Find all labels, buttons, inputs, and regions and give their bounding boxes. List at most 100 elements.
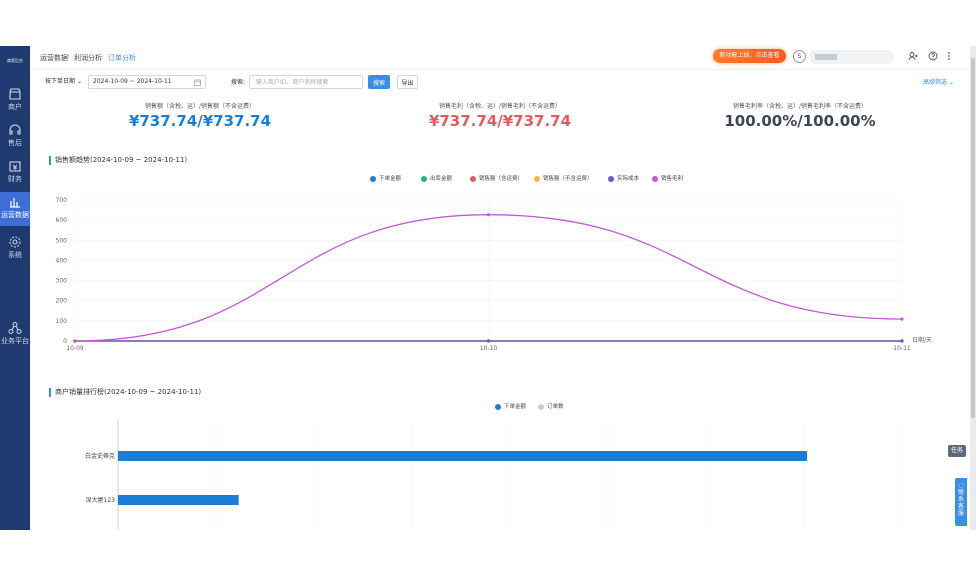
- x-axis-label: 日期/天: [912, 336, 932, 344]
- gear-icon: [9, 236, 21, 248]
- legend-label: 销售毛利: [661, 176, 684, 182]
- sidebar-item-label: 财务: [8, 175, 22, 183]
- scrollbar-thumb[interactable]: [971, 58, 975, 418]
- legend-item[interactable]: 销售额（不含运费）: [534, 174, 593, 182]
- kpi-value: 100.00%/100.00%: [724, 112, 876, 130]
- main-content: 运营数据 / 利润分析 / 订单分析 新功能上线，点击查看 S 按下单日期 ⌄ …: [30, 46, 970, 530]
- legend-marker: [538, 403, 544, 410]
- bar-chart-icon: [10, 198, 20, 208]
- legend-item[interactable]: 下单金额: [495, 402, 526, 410]
- chevron-down-icon: ⌄: [76, 78, 82, 85]
- sidebar-item-operations[interactable]: 运营数据: [0, 192, 30, 226]
- search-input[interactable]: [249, 75, 363, 89]
- x-tick-label: 10-09: [66, 345, 84, 352]
- kpi-sales: 销售额（含税、运）/销售额（不含运费） ¥737.74/¥737.74: [50, 101, 350, 130]
- kpi-summary: 销售额（含税、运）/销售额（不含运费） ¥737.74/¥737.74 销售毛利…: [38, 99, 962, 144]
- legend-marker: [495, 403, 501, 410]
- wallet-icon: [9, 161, 21, 172]
- legend-label: 销售额（含运费）: [479, 176, 524, 182]
- sidebar-item-finance[interactable]: 财务: [0, 156, 30, 186]
- sidebar-item-aftersale[interactable]: 售后: [0, 120, 30, 150]
- legend-item[interactable]: 订单数: [538, 402, 564, 410]
- kpi-value: ¥737.74/¥737.74: [128, 112, 272, 130]
- legend-label: 下单金额: [504, 404, 527, 410]
- data-point: [900, 317, 904, 321]
- customer-service-button[interactable]: ◌ 联系客服: [955, 478, 967, 526]
- help-icon[interactable]: [928, 51, 938, 61]
- ranking-title: 商户销量排行榜(2024-10-09 ~ 2024-10-11): [49, 388, 201, 397]
- chevron-down-icon: ⌄: [948, 79, 954, 86]
- kpi-label: 销售额（含税、运）/销售额（不含运费）: [144, 103, 256, 110]
- kpi-value: ¥737.74/¥737.74: [428, 112, 572, 130]
- kpi-label: 销售毛利（含税、运）/销售毛利（不含运费）: [438, 103, 562, 110]
- trend-panel: 销售额趋势(2024-10-09 ~ 2024-10-11) 下单金额 出库金额 销…: [38, 150, 962, 376]
- promo-button[interactable]: 新功能上线，点击查看: [713, 49, 786, 63]
- legend-item[interactable]: 出库金额: [421, 174, 452, 182]
- category-label: 深大屋123: [86, 496, 116, 504]
- legend-label: 订单数: [547, 404, 564, 410]
- legend-marker: [470, 175, 476, 182]
- task-button[interactable]: 任务: [948, 445, 966, 457]
- sidebar-item-label: 售后: [8, 139, 22, 147]
- breadcrumb-separator: /: [101, 53, 104, 61]
- sidebar-item-shop[interactable]: 商户: [0, 84, 30, 114]
- x-tick-label: 10-11: [893, 345, 911, 352]
- y-tick-label: 0: [63, 338, 67, 345]
- legend-marker: [534, 175, 540, 182]
- redacted-name: [815, 54, 837, 60]
- legend-label: 实际成本: [617, 176, 640, 182]
- filter-bar: 按下单日期 ⌄ 2024-10-09 ~ 2024-10-11 搜索: 搜索 导…: [30, 72, 970, 92]
- advanced-filter-toggle[interactable]: 高级筛选 ⌄: [923, 79, 954, 86]
- sidebar-item-label: 业务平台: [1, 337, 29, 345]
- kpi-label: 销售毛利率（含税、运）/销售毛利率（不含运费）: [732, 103, 868, 110]
- search-label: 搜索:: [231, 79, 246, 86]
- kpi-margin-rate: 销售毛利率（含税、运）/销售毛利率（不含运费） 100.00%/100.00%: [650, 101, 950, 130]
- breadcrumb-separator: /: [67, 53, 70, 61]
- trend-title: 销售额趋势(2024-10-09 ~ 2024-10-11): [49, 156, 187, 165]
- y-tick-label: 400: [56, 257, 68, 264]
- top-bar: 运营数据 / 利润分析 / 订单分析 新功能上线，点击查看 S: [30, 46, 970, 70]
- search-button[interactable]: 搜索: [368, 75, 390, 89]
- y-tick-label: 100: [56, 318, 68, 325]
- user-switch-icon[interactable]: [908, 51, 918, 61]
- bar: [118, 451, 808, 461]
- legend-label: 下单金额: [379, 176, 402, 182]
- network-icon: [8, 322, 22, 334]
- sidebar: 商家后台 商户 售后 财务 运营数据 系统 业务平台: [0, 46, 30, 530]
- sidebar-item-label: 商户: [8, 103, 22, 111]
- breadcrumb-current: 订单分析: [108, 54, 136, 62]
- shop-icon: [9, 88, 21, 100]
- date-range-picker[interactable]: 2024-10-09 ~ 2024-10-11: [88, 75, 206, 89]
- app-frame: 商家后台 商户 售后 财务 运营数据 系统 业务平台 运营数据 /: [0, 46, 976, 530]
- export-button[interactable]: 导出: [397, 75, 418, 89]
- date-type-select[interactable]: 按下单日期 ⌄: [45, 78, 82, 85]
- y-tick-label: 300: [56, 278, 68, 285]
- account-name[interactable]: [809, 50, 894, 64]
- chat-icon: ◌: [958, 482, 964, 489]
- calendar-icon: [194, 79, 201, 86]
- sidebar-logo: 商家后台: [7, 58, 23, 63]
- page-scrollbar[interactable]: [970, 46, 976, 530]
- legend-marker: [608, 175, 614, 182]
- data-point: [900, 339, 904, 343]
- legend-item[interactable]: 销售额（含运费）: [470, 174, 523, 182]
- more-icon[interactable]: [944, 51, 954, 61]
- sidebar-item-platform[interactable]: 业务平台: [0, 318, 30, 348]
- data-point: [486, 213, 491, 217]
- legend-item[interactable]: 下单金额: [370, 174, 401, 182]
- y-tick-label: 700: [56, 197, 68, 204]
- trend-legend: 下单金额 出库金额 销售额（含运费） 销售额（不含运费） 实际成本 销售毛利: [38, 174, 962, 184]
- breadcrumb-item[interactable]: 运营数据: [40, 54, 68, 62]
- kpi-gross-profit: 销售毛利（含税、运）/销售毛利（不含运费） ¥737.74/¥737.74: [350, 101, 650, 130]
- legend-item[interactable]: 销售毛利: [652, 174, 683, 182]
- trend-chart: 0 100 200 300 400 500 600 700 10-09 10-10 10-11日期/…: [56, 197, 932, 352]
- avatar[interactable]: S: [793, 50, 806, 63]
- legend-label: 出库金额: [430, 176, 453, 182]
- breadcrumb-item[interactable]: 利润分析: [74, 54, 102, 62]
- legend-item[interactable]: 实际成本: [608, 174, 639, 182]
- sidebar-item-system[interactable]: 系统: [0, 232, 30, 262]
- bar: [118, 495, 239, 505]
- sidebar-item-label: 运营数据: [1, 211, 29, 219]
- data-point: [73, 339, 77, 343]
